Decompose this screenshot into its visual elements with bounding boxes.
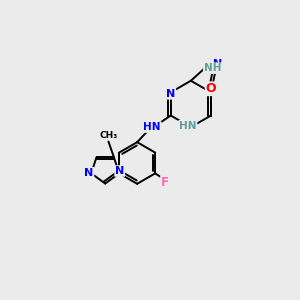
Text: N: N	[115, 166, 124, 176]
Text: CH₃: CH₃	[99, 130, 118, 140]
Text: N: N	[84, 168, 94, 178]
Text: NH: NH	[204, 63, 221, 73]
Text: HN: HN	[143, 122, 161, 132]
Text: HN: HN	[179, 121, 196, 130]
Text: O: O	[206, 82, 216, 95]
Text: F: F	[161, 176, 169, 189]
Text: N: N	[213, 59, 222, 69]
Text: N: N	[166, 89, 176, 99]
